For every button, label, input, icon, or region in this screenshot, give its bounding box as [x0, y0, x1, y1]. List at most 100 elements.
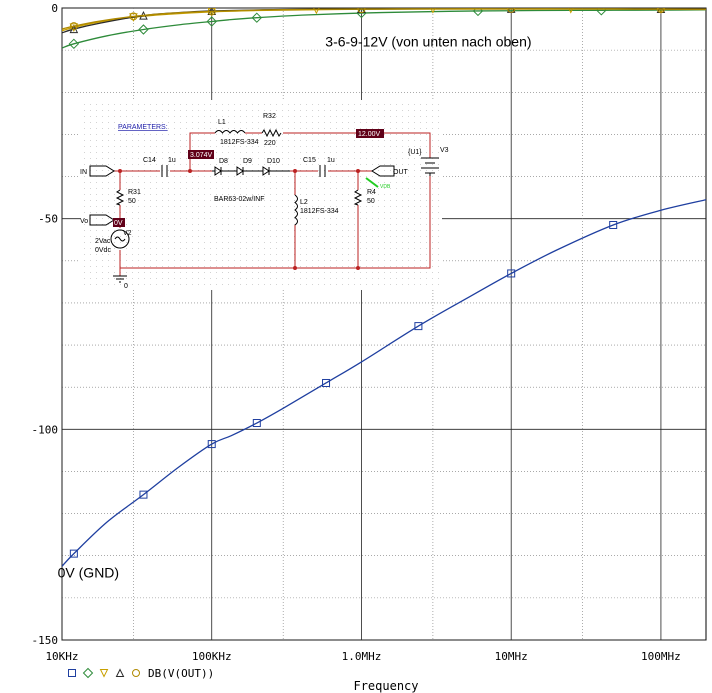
y-tick-labels: 0 -50 -100 -150: [32, 2, 59, 647]
probe-vdb: [365, 177, 379, 188]
v2-vac: 2Vac: [95, 238, 111, 245]
c14-value: 1u: [168, 157, 176, 164]
l2-name: L2: [300, 199, 308, 206]
diode-model-label: BAR63-02w/INF: [214, 196, 265, 203]
x-tick-labels: 10KHz 100KHz 1.0MHz 10MHz 100MHz: [45, 650, 680, 663]
x-tick-label: 100KHz: [192, 650, 232, 663]
series-group: [62, 8, 706, 567]
marker-circle: [357, 8, 366, 14]
voltage-badge-12v: [356, 129, 384, 138]
v3-value: {U1}: [408, 149, 422, 156]
voltage-0v: 0V: [114, 220, 123, 227]
inductor-l2: [294, 194, 298, 226]
annotations: 3-6-9-12V (von unten nach oben) 0V (GND): [58, 34, 532, 581]
source-v3: [421, 157, 439, 176]
l1-name: L1: [218, 119, 226, 126]
port-out: [371, 165, 395, 177]
d9-label: D9: [243, 158, 252, 165]
source-v2: [110, 229, 130, 249]
marker-square: [68, 669, 76, 677]
d8-label: D8: [219, 158, 228, 165]
series-square: [62, 199, 706, 567]
l2-value: 1812FS-334: [300, 208, 339, 215]
c14-name: C14: [143, 157, 156, 164]
v2-vdc: 0Vdc: [95, 247, 111, 254]
marker-diamond: [68, 38, 80, 50]
vo-label: Vo: [80, 218, 88, 225]
r31-name: R31: [128, 189, 141, 196]
marker-square: [252, 419, 261, 428]
y-tick-label: 0: [51, 2, 58, 15]
resistor-r31: [115, 189, 125, 206]
marker-triangle-down: [99, 669, 109, 678]
resistor-r32: [261, 128, 282, 138]
voltage-badge-3v: [188, 150, 214, 159]
vdb-probe-label: VDB: [380, 184, 391, 190]
d10-label: D10: [267, 158, 280, 165]
gnd-label: 0: [124, 283, 128, 290]
marker-circle: [129, 12, 138, 21]
diode-d10: [257, 166, 290, 176]
r4-value: 50: [367, 198, 375, 205]
c15-value: 1u: [327, 157, 335, 164]
series-line: [62, 8, 706, 30]
ground-symbol: [113, 275, 127, 283]
y-tick-label: -100: [32, 423, 59, 436]
series-line: [62, 199, 706, 567]
annotation: 3-6-9-12V (von unten nach oben): [325, 34, 531, 50]
marker-square: [507, 269, 516, 278]
port-in: [89, 165, 115, 177]
series-circle: [62, 8, 706, 31]
x-axis-label: Frequency: [353, 679, 418, 693]
c15-name: C15: [303, 157, 316, 164]
y-tick-label: -50: [38, 213, 58, 226]
port-vo: [89, 214, 115, 226]
r32-value: 220: [264, 140, 276, 147]
marker-triangle-up: [115, 668, 125, 677]
x-tick-label: 1.0MHz: [342, 650, 382, 663]
diode-d9: [231, 166, 257, 176]
marker-diamond: [82, 667, 94, 679]
resistor-r4: [353, 189, 363, 206]
v3-name: V3: [440, 147, 449, 154]
capacitor-c15: [319, 165, 326, 177]
circuit-schematic: PARAMETERS: L1 1812FS-334 R32 220 12.00V…: [80, 100, 449, 290]
voltage-badge-0v: [113, 218, 125, 227]
v2-name: V2: [123, 230, 132, 237]
marker-diamond: [206, 16, 217, 27]
marker-triangle-down: [69, 23, 79, 32]
r31-value: 50: [128, 198, 136, 205]
marker-square: [322, 378, 331, 387]
in-label: IN: [80, 169, 87, 176]
marker-diamond: [138, 24, 149, 35]
inductor-l1: [214, 130, 246, 134]
marker-circle: [656, 8, 665, 14]
r32-name: R32: [263, 113, 276, 120]
marker-circle: [207, 8, 216, 16]
marker-square: [69, 549, 78, 558]
marker-square: [207, 440, 216, 449]
schematic-dots: [84, 104, 439, 285]
marker-diamond: [251, 12, 263, 23]
parameters-label: PARAMETERS:: [118, 124, 168, 131]
voltage-12v: 12.00V: [358, 131, 381, 138]
marker-circle: [69, 22, 78, 31]
legend-label: DB(V(OUT)): [148, 667, 214, 680]
marker-circle: [132, 669, 140, 677]
marker-square: [414, 322, 423, 331]
l1-value: 1812FS-334: [220, 139, 259, 146]
marker-circle: [507, 8, 516, 13]
x-tick-label: 10KHz: [45, 650, 78, 663]
marker-square: [139, 490, 148, 499]
r4-name: R4: [367, 189, 376, 196]
out-label: OUT: [393, 169, 409, 176]
annotation: 0V (GND): [58, 565, 119, 581]
capacitor-c14: [161, 165, 168, 177]
voltage-3v: 3.074V: [190, 152, 213, 159]
legend: DB(V(OUT)): [68, 667, 214, 680]
marker-square: [609, 220, 618, 229]
diode-d8: [212, 166, 231, 176]
x-tick-label: 10MHz: [495, 650, 528, 663]
x-tick-label: 100MHz: [641, 650, 681, 663]
